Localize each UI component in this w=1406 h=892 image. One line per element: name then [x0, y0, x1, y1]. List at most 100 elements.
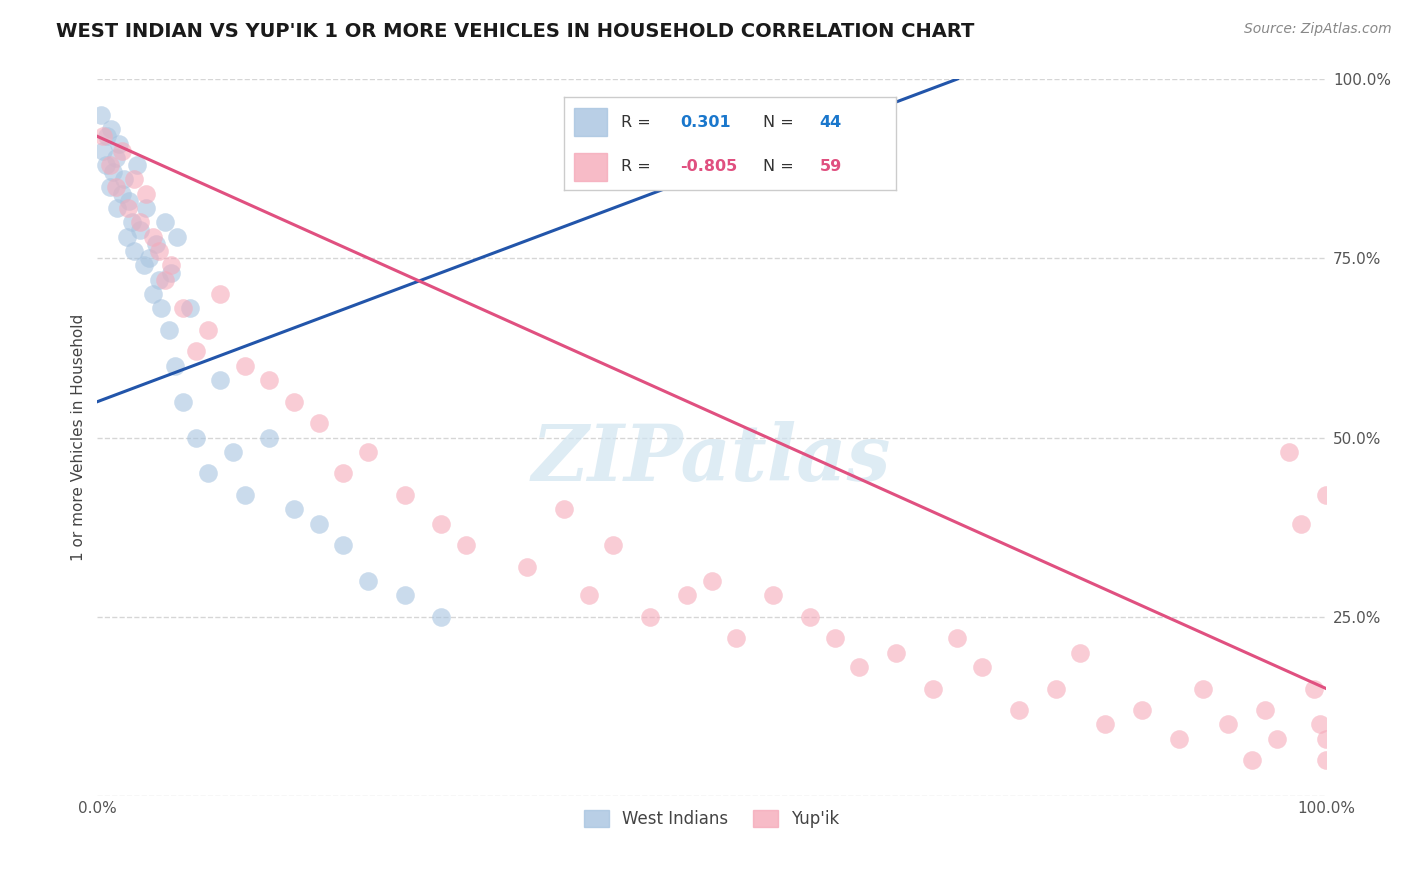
Point — [150, 301, 173, 316]
Point — [172, 394, 194, 409]
Point — [638, 609, 661, 624]
Point — [94, 158, 117, 172]
Point — [799, 609, 821, 624]
Point — [93, 129, 115, 144]
Text: ZIPatlas: ZIPatlas — [531, 421, 891, 498]
Point — [108, 136, 131, 151]
Point — [848, 660, 870, 674]
Point — [112, 172, 135, 186]
Point — [308, 516, 330, 531]
Point — [148, 244, 170, 258]
Point — [104, 179, 127, 194]
Point — [332, 467, 354, 481]
Point — [153, 215, 176, 229]
Point — [197, 323, 219, 337]
Point — [1216, 717, 1239, 731]
Point — [100, 122, 122, 136]
Point — [970, 660, 993, 674]
Point — [762, 588, 785, 602]
Point — [283, 502, 305, 516]
Point — [135, 186, 157, 201]
Point — [184, 344, 207, 359]
Point — [148, 273, 170, 287]
Point — [166, 229, 188, 244]
Point — [98, 179, 121, 194]
Point — [1094, 717, 1116, 731]
Point — [160, 266, 183, 280]
Point — [1315, 488, 1337, 502]
Point — [1291, 516, 1313, 531]
Point — [98, 158, 121, 172]
Point — [138, 252, 160, 266]
Point — [1130, 703, 1153, 717]
Point — [103, 165, 125, 179]
Point — [145, 236, 167, 251]
Point — [1265, 731, 1288, 746]
Point — [676, 588, 699, 602]
Point — [122, 172, 145, 186]
Point — [1241, 753, 1264, 767]
Point — [356, 445, 378, 459]
Point — [332, 538, 354, 552]
Point — [1302, 681, 1324, 696]
Point — [117, 201, 139, 215]
Point — [394, 588, 416, 602]
Point — [111, 186, 134, 201]
Point — [356, 574, 378, 588]
Point — [129, 215, 152, 229]
Legend: West Indians, Yup'ik: West Indians, Yup'ik — [576, 803, 846, 834]
Point — [824, 632, 846, 646]
Point — [122, 244, 145, 258]
Point — [132, 259, 155, 273]
Point — [578, 588, 600, 602]
Point — [184, 431, 207, 445]
Point — [1167, 731, 1189, 746]
Point — [430, 609, 453, 624]
Point — [1069, 646, 1091, 660]
Point — [105, 201, 128, 215]
Point — [172, 301, 194, 316]
Point — [233, 488, 256, 502]
Point — [221, 445, 243, 459]
Point — [308, 416, 330, 430]
Point — [209, 373, 232, 387]
Point — [394, 488, 416, 502]
Point — [259, 431, 281, 445]
Point — [160, 259, 183, 273]
Point — [946, 632, 969, 646]
Point — [259, 373, 281, 387]
Point — [93, 144, 115, 158]
Point — [209, 287, 232, 301]
Point — [104, 151, 127, 165]
Point — [121, 215, 143, 229]
Point — [129, 222, 152, 236]
Point — [1045, 681, 1067, 696]
Point — [1315, 753, 1337, 767]
Text: Source: ZipAtlas.com: Source: ZipAtlas.com — [1244, 22, 1392, 37]
Point — [163, 359, 186, 373]
Point — [142, 287, 165, 301]
Text: WEST INDIAN VS YUP'IK 1 OR MORE VEHICLES IN HOUSEHOLD CORRELATION CHART: WEST INDIAN VS YUP'IK 1 OR MORE VEHICLES… — [56, 22, 974, 41]
Point — [1278, 445, 1301, 459]
Point — [142, 229, 165, 244]
Point — [1192, 681, 1215, 696]
Point — [111, 144, 134, 158]
Point — [157, 323, 180, 337]
Point — [884, 646, 907, 660]
Point — [1253, 703, 1275, 717]
Point — [197, 467, 219, 481]
Y-axis label: 1 or more Vehicles in Household: 1 or more Vehicles in Household — [72, 314, 86, 561]
Point — [115, 229, 138, 244]
Point — [454, 538, 477, 552]
Point — [921, 681, 943, 696]
Point — [118, 194, 141, 208]
Point — [430, 516, 453, 531]
Point — [90, 108, 112, 122]
Point — [602, 538, 624, 552]
Point — [233, 359, 256, 373]
Point — [553, 502, 575, 516]
Point — [96, 129, 118, 144]
Point — [179, 301, 201, 316]
Point — [700, 574, 723, 588]
Point — [1309, 717, 1331, 731]
